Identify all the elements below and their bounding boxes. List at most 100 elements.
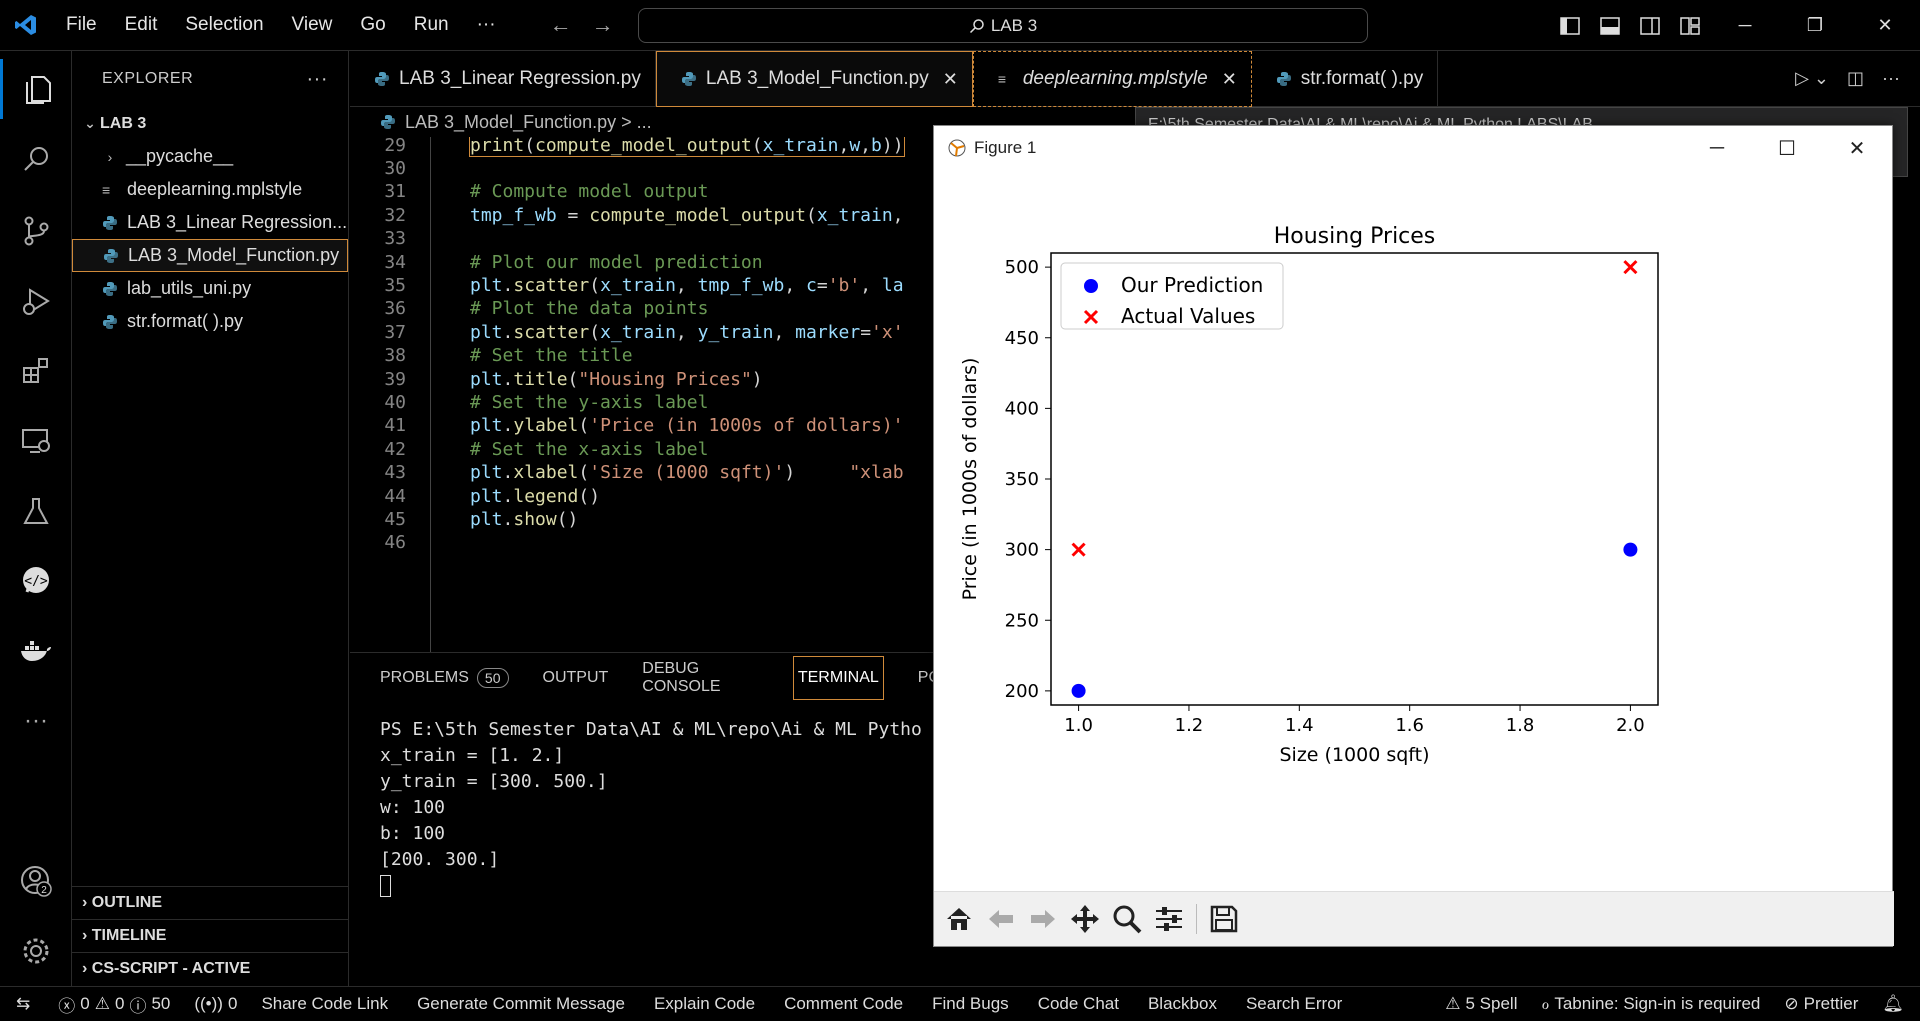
code-line[interactable]: 40 # Set the y-axis label <box>350 388 940 416</box>
lines-file-icon: ≡ <box>997 71 1007 87</box>
code-line[interactable]: 38 # Set the title <box>350 342 940 370</box>
configure-subplots-icon[interactable] <box>1150 899 1188 939</box>
figure-maximize-button[interactable]: ☐ <box>1778 137 1796 160</box>
timeline-section[interactable]: › TIMELINE <box>72 919 349 952</box>
tab-output[interactable]: OUTPUT <box>543 653 609 703</box>
remote-explorer-icon[interactable] <box>0 411 72 471</box>
status-item-share-code-link[interactable]: Share Code Link <box>261 994 389 1013</box>
tabnine-status[interactable]: ℴ Tabnine: Sign-in is required <box>1541 994 1761 1013</box>
more-icon[interactable]: ··· <box>24 707 48 734</box>
split-editor-icon[interactable]: ◫ <box>1847 68 1865 88</box>
explorer-icon[interactable] <box>0 59 72 119</box>
code-line[interactable]: 34 # Plot our model prediction <box>350 248 940 276</box>
status-item-blackbox[interactable]: Blackbox <box>1147 994 1217 1013</box>
folder-lab3[interactable]: ⌄ LAB 3 <box>72 107 348 140</box>
menu-item-view[interactable]: View <box>291 14 333 35</box>
explorer-more-icon[interactable]: ··· <box>306 67 328 90</box>
code-line[interactable]: 41 plt.ylabel('Price (in 1000s of dollars… <box>350 412 940 440</box>
back-icon[interactable] <box>982 899 1020 939</box>
menu-item-run[interactable]: Run <box>413 14 449 35</box>
status-item-find-bugs[interactable]: Find Bugs <box>932 994 1009 1013</box>
breadcrumb[interactable]: LAB 3_Model_Function.py > ... <box>350 107 950 137</box>
zoom-icon[interactable] <box>1108 899 1146 939</box>
pan-icon[interactable] <box>1066 899 1104 939</box>
code-chat-icon[interactable]: </> <box>0 551 72 611</box>
close-tab-icon[interactable]: ✕ <box>1221 68 1237 89</box>
customize-layout-icon[interactable] <box>1670 0 1710 51</box>
status-item-comment-code[interactable]: Comment Code <box>784 994 904 1013</box>
save-figure-icon[interactable] <box>1205 899 1243 939</box>
toggle-secondary-sidebar-icon[interactable] <box>1630 0 1670 51</box>
tab-problems[interactable]: PROBLEMS 50 <box>380 653 509 703</box>
run-debug-icon[interactable] <box>0 271 72 331</box>
search-icon[interactable] <box>0 129 72 189</box>
restore-button[interactable]: ❐ <box>1806 15 1824 35</box>
sidebar-item-5[interactable]: str.format( ).py <box>72 305 348 338</box>
forward-icon[interactable] <box>1024 899 1062 939</box>
problems-status[interactable]: ⓧ 0 ⚠ 0 ⓘ 50 <box>58 994 171 1016</box>
extensions-icon[interactable] <box>0 341 72 401</box>
testing-flask-icon[interactable] <box>0 481 72 541</box>
code-line[interactable]: 29 print(compute_model_output(x_train,w,b… <box>350 137 940 159</box>
code-line[interactable]: 36 # Plot the data points <box>350 295 940 323</box>
sidebar-item-0[interactable]: › __pycache__ <box>72 140 348 173</box>
close-tab-icon[interactable]: ✕ <box>942 68 958 89</box>
home-icon[interactable] <box>940 899 978 939</box>
back-arrow-icon[interactable]: ← <box>549 12 572 37</box>
minimize-button[interactable]: ─ <box>1738 15 1752 35</box>
editor-tab-2[interactable]: ≡ deeplearning.mplstyle ✕ <box>972 51 1252 107</box>
toggle-sidebar-icon[interactable] <box>1550 0 1590 51</box>
code-line[interactable]: 31 # Compute model output <box>350 178 940 206</box>
run-python-icon[interactable]: ▷ ⌄ <box>1795 68 1829 88</box>
sidebar-item-3[interactable]: LAB 3_Model_Function.py <box>72 239 348 272</box>
menu-item-selection[interactable]: Selection <box>185 14 264 35</box>
notifications-bell-icon[interactable]: 🔔︎ <box>1882 994 1904 1013</box>
code-editor[interactable]: 29 print(compute_model_output(x_train,w,b… <box>350 137 940 652</box>
more-actions-icon[interactable]: ··· <box>1882 68 1900 88</box>
status-item-explain-code[interactable]: Explain Code <box>653 994 756 1013</box>
status-item-search-error[interactable]: Search Error <box>1245 994 1343 1013</box>
sidebar-item-4[interactable]: lab_utils_uni.py <box>72 272 348 305</box>
code-line[interactable]: 46 <box>350 529 940 557</box>
editor-tab-1[interactable]: LAB 3_Model_Function.py ✕ <box>655 51 973 107</box>
source-control-icon[interactable] <box>0 201 72 261</box>
status-item-code-chat[interactable]: Code Chat <box>1037 994 1119 1013</box>
editor-tab-0[interactable]: LAB 3_Linear Regression.py <box>350 51 656 107</box>
terminal-output[interactable]: PS E:\5th Semester Data\AI & ML\repo\Ai … <box>350 703 940 899</box>
code-line[interactable]: 30 <box>350 154 940 182</box>
tab-terminal[interactable]: TERMINAL <box>792 656 884 700</box>
code-line[interactable]: 42 # Set the x-axis label <box>350 435 940 463</box>
code-line[interactable]: 33 <box>350 225 940 253</box>
code-line[interactable]: 32 tmp_f_wb = compute_model_output(x_trai… <box>350 201 940 229</box>
menu-item-edit[interactable]: Edit <box>124 14 158 35</box>
code-line[interactable]: 44 plt.legend() <box>350 482 940 510</box>
sidebar-item-1[interactable]: ≡ deeplearning.mplstyle <box>72 173 348 206</box>
tab-debug-console[interactable]: DEBUG CONSOLE <box>642 653 759 703</box>
close-window-button[interactable]: ✕ <box>1877 15 1893 35</box>
menu-item-more[interactable]: ··· <box>476 14 496 35</box>
settings-gear-icon[interactable] <box>0 921 72 981</box>
code-line[interactable]: 45 plt.show() <box>350 505 940 533</box>
docker-icon[interactable] <box>0 621 72 681</box>
accounts-icon[interactable]: 2 <box>0 851 72 911</box>
sidebar-item-2[interactable]: LAB 3_Linear Regression... <box>72 206 348 239</box>
cs-script-section[interactable]: › CS-SCRIPT - ACTIVE <box>72 952 349 985</box>
forward-arrow-icon[interactable]: → <box>591 12 614 37</box>
editor-tab-3[interactable]: str.format( ).py <box>1252 51 1439 107</box>
menu-item-file[interactable]: File <box>66 14 97 35</box>
remote-indicator-icon[interactable]: ⇆ <box>16 994 31 1013</box>
ports-status[interactable]: ((•)) 0 <box>194 994 238 1013</box>
status-item-generate-commit-message[interactable]: Generate Commit Message <box>417 994 625 1013</box>
outline-section[interactable]: › OUTLINE <box>72 886 349 919</box>
figure-minimize-button[interactable]: ─ <box>1709 136 1725 159</box>
code-line[interactable]: 37 plt.scatter(x_train, y_train, marker='… <box>350 318 940 346</box>
code-line[interactable]: 35 plt.scatter(x_train, tmp_f_wb, c='b', … <box>350 271 940 299</box>
toggle-panel-icon[interactable] <box>1590 0 1630 51</box>
prettier-status[interactable]: ⊘ Prettier <box>1784 994 1859 1013</box>
spell-status[interactable]: ⚠ 5 Spell <box>1445 994 1518 1013</box>
command-center-search[interactable]: LAB 3 <box>638 8 1368 43</box>
figure-close-button[interactable]: ✕ <box>1848 137 1866 160</box>
code-line[interactable]: 43 plt.xlabel('Size (1000 sqft)') "xlab <box>350 459 940 487</box>
menu-item-go[interactable]: Go <box>360 14 386 35</box>
code-line[interactable]: 39 plt.title("Housing Prices") <box>350 365 940 393</box>
